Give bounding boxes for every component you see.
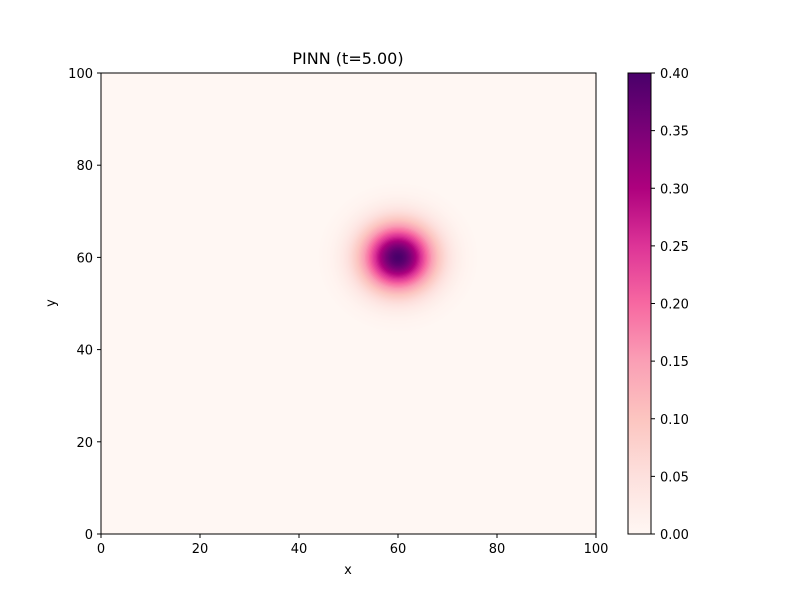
colorbar-tick-label: 0.05 — [660, 470, 689, 485]
field-contour-ring — [396, 256, 400, 259]
y-axis: 0 20 40 60 80 100 — [68, 67, 101, 543]
y-tick-label: 40 — [76, 344, 93, 359]
y-tick-label: 0 — [85, 528, 93, 543]
colorbar-tick-label: 0.35 — [660, 125, 689, 140]
y-tick-label: 20 — [76, 436, 93, 451]
x-axis: 0 20 40 60 80 100 — [97, 534, 609, 557]
x-tick-label: 80 — [489, 542, 506, 557]
y-tick-label: 100 — [68, 67, 93, 82]
y-axis-label: y — [44, 299, 59, 307]
plot-frame — [100, 72, 597, 535]
colorbar-tick-label: 0.15 — [660, 355, 689, 370]
concentration-field — [318, 183, 478, 332]
x-tick-label: 60 — [390, 542, 407, 557]
chart-title: PINN (t=5.00) — [292, 49, 403, 68]
colorbar-tick-label: 0.10 — [660, 413, 689, 428]
colorbar-axis: 0.00 0.05 0.10 0.15 0.20 0.25 0.30 0.35 0.40 — [651, 67, 689, 543]
x-tick-label: 20 — [192, 542, 209, 557]
colorbar-tick-label: 0.30 — [660, 182, 689, 197]
x-tick-label: 40 — [291, 542, 308, 557]
colorbar-tick-label: 0.00 — [660, 528, 689, 543]
y-tick-label: 80 — [76, 159, 93, 174]
x-tick-label: 0 — [97, 542, 105, 557]
x-tick-label: 100 — [584, 542, 609, 557]
colorbar-tick-label: 0.40 — [660, 67, 689, 82]
colorbar — [627, 72, 652, 535]
colorbar-tick-label: 0.20 — [660, 298, 689, 313]
y-tick-label: 60 — [76, 251, 93, 266]
colorbar-tick-label: 0.25 — [660, 240, 689, 255]
x-axis-label: x — [344, 563, 352, 578]
